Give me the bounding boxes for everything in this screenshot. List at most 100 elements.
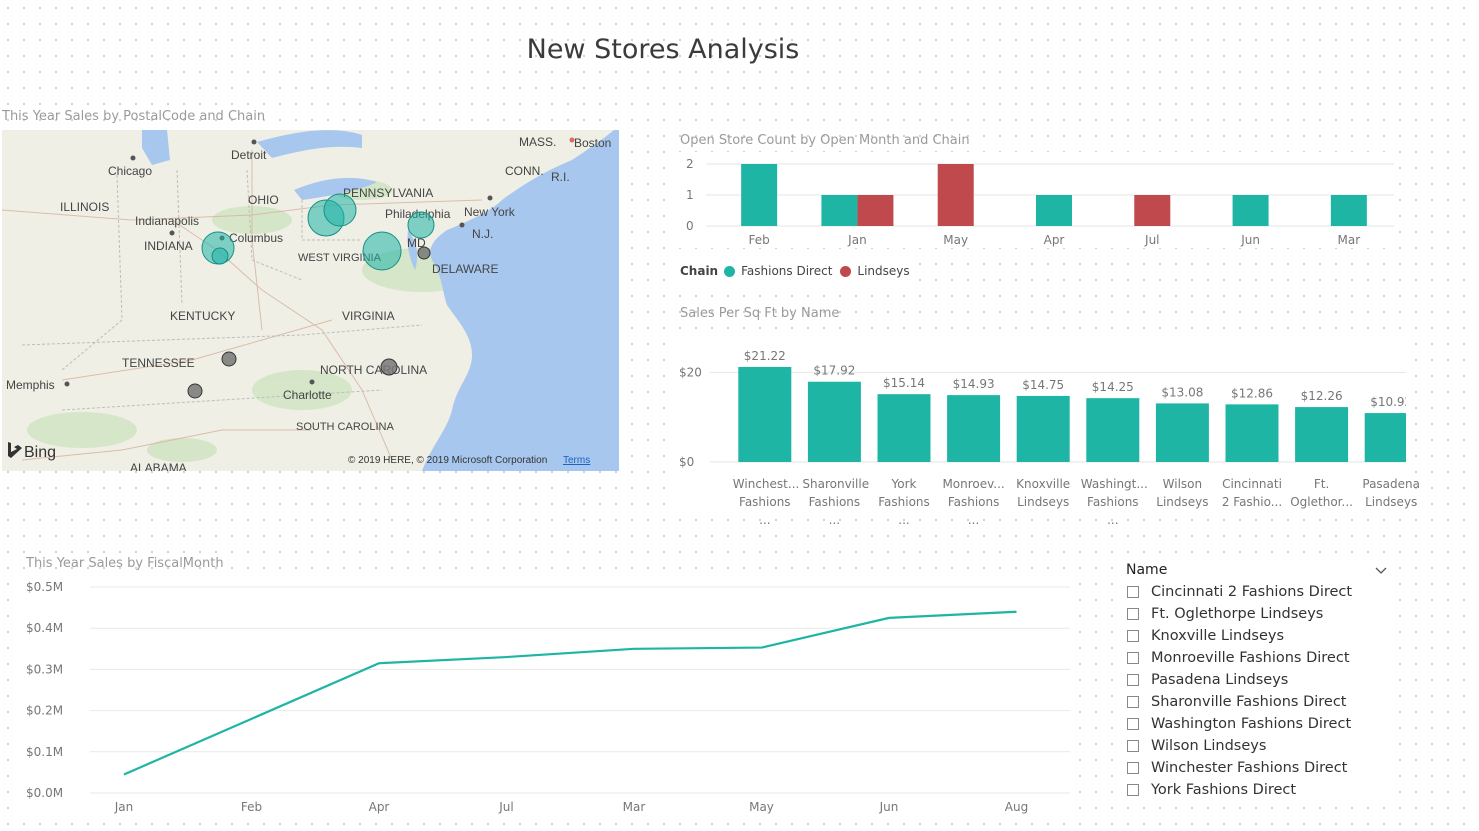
slicer-item-label: Washington Fashions Direct [1151, 716, 1352, 732]
sales-line[interactable] [123, 610, 1017, 776]
slicer-item[interactable]: Cincinnati 2 Fashions Direct [1127, 581, 1352, 603]
data-label: $21.22 [744, 349, 786, 363]
x-tick-label: Aug [1005, 800, 1028, 814]
data-label: $10.92 [1370, 395, 1406, 409]
legend-item-fashions-direct[interactable]: Fashions Direct [741, 264, 833, 278]
map-visual[interactable]: Detroit Chicago OHIO PENNSYLVANIA ILLINO… [2, 130, 619, 471]
slicer-checkbox[interactable] [1127, 586, 1139, 598]
bar[interactable] [1134, 195, 1171, 226]
map-terms-link[interactable]: Terms [563, 455, 590, 466]
bar[interactable] [1232, 195, 1269, 226]
slicer-item[interactable]: Knoxville Lindseys [1127, 625, 1352, 647]
map-copyright: © 2019 HERE, © 2019 Microsoft Corporatio… [348, 455, 547, 466]
slicer-checkbox[interactable] [1127, 740, 1139, 752]
map-bubble [221, 351, 237, 367]
line-point[interactable] [504, 654, 510, 660]
map-bubble [362, 231, 402, 271]
map-label: INDIANA [144, 239, 193, 253]
slicer-item-label: Knoxville Lindseys [1151, 628, 1285, 644]
bar[interactable] [877, 394, 931, 462]
bar[interactable] [1016, 395, 1070, 462]
bar[interactable] [947, 395, 1001, 462]
slicer-checkbox[interactable] [1127, 696, 1139, 708]
map-label: ALABAMA [130, 461, 187, 471]
slicer-checkbox[interactable] [1127, 630, 1139, 642]
slicer-item[interactable]: Pasadena Lindseys [1127, 669, 1352, 691]
y-tick-label: $20 [679, 365, 702, 379]
slicer-item-label: Pasadena Lindseys [1151, 672, 1289, 688]
map-canvas[interactable]: Detroit Chicago OHIO PENNSYLVANIA ILLINO… [2, 130, 619, 471]
map-bubble [407, 211, 435, 239]
open-store-chart[interactable]: 0 1 2 Feb Jan May Apr Jul Jun Mar [676, 152, 1398, 248]
x-tick-label: Feb [749, 233, 770, 247]
bar[interactable] [857, 195, 894, 226]
line-point[interactable] [1014, 609, 1020, 615]
bar[interactable] [821, 195, 858, 226]
map-label: R.I. [551, 170, 570, 184]
bar[interactable] [1225, 404, 1279, 462]
map-label: OHIO [248, 193, 279, 207]
x-tick-label: Jul [498, 800, 513, 814]
map-label: TENNESSEE [122, 356, 195, 370]
x-tick-label-line: Sharonville [802, 477, 870, 491]
bar[interactable] [1364, 413, 1418, 462]
line-point[interactable] [886, 615, 892, 621]
bar[interactable] [937, 164, 974, 226]
slicer-item[interactable]: Wilson Lindseys [1127, 735, 1352, 757]
slicer-item[interactable]: Ft. Oglethorpe Lindseys [1127, 603, 1352, 625]
bar[interactable] [1295, 407, 1349, 462]
x-tick-label-line: Monroev... [942, 477, 1005, 491]
slicer-checkbox[interactable] [1127, 608, 1139, 620]
slicer-item-label: Winchester Fashions Direct [1151, 760, 1348, 776]
x-tick-label: May [943, 233, 968, 247]
x-tick-label: Pasadena Lindseys [1359, 475, 1423, 511]
name-slicer[interactable]: Name Cincinnati 2 Fashions Direct Ft. Ogl… [1118, 556, 1398, 806]
x-tick-label-line: Pasadena [1362, 477, 1420, 491]
slicer-item[interactable]: Washington Fashions Direct [1127, 713, 1352, 735]
y-tick-label: $0.2M [26, 704, 63, 718]
line-point[interactable] [631, 646, 637, 652]
y-tick-label: 1 [686, 188, 694, 202]
slicer-checkbox[interactable] [1127, 784, 1139, 796]
slicer-item[interactable]: Sharonville Fashions Direct [1127, 691, 1352, 713]
slicer-item-label: Monroeville Fashions Direct [1151, 650, 1350, 666]
slicer-item[interactable]: Monroeville Fashions Direct [1127, 647, 1352, 669]
slicer-item[interactable]: York Fashions Direct [1127, 779, 1352, 801]
y-tick-label: $0.0M [26, 786, 63, 800]
data-label: $12.86 [1231, 386, 1273, 400]
bar[interactable] [1155, 403, 1209, 462]
slicer-checkbox[interactable] [1127, 718, 1139, 730]
data-label: $14.93 [953, 377, 995, 391]
bar[interactable] [1086, 398, 1140, 462]
slicer-header: Name [1126, 562, 1168, 578]
map-label: VIRGINIA [342, 309, 395, 323]
line-chart-svg[interactable]: $0.0M $0.1M $0.2M $0.3M $0.4M $0.5M Jan Feb Apr J… [20, 575, 1078, 820]
line-point[interactable] [759, 645, 765, 651]
sales-sqft-chart-svg[interactable]: $0 $20 $21.22 $17.92 $15.14 $14.93 $14.75 $14.2… [676, 340, 1418, 470]
line-point[interactable] [121, 771, 127, 777]
map-label: SOUTH CAROLINA [296, 421, 394, 433]
line-point[interactable] [249, 716, 255, 722]
slicer-item[interactable]: Winchester Fashions Direct [1127, 757, 1352, 779]
map-label: DELAWARE [432, 262, 498, 276]
slicer-checkbox[interactable] [1127, 762, 1139, 774]
map-label: Chicago [108, 164, 152, 178]
bar[interactable] [1036, 195, 1072, 226]
open-store-chart-svg[interactable]: 0 1 2 Feb Jan May Apr Jul Jun Mar [676, 152, 1398, 248]
bar[interactable] [1330, 195, 1367, 226]
slicer-checkbox[interactable] [1127, 652, 1139, 664]
map-label: ILLINOIS [60, 200, 109, 214]
legend-item-lindseys[interactable]: Lindseys [857, 264, 910, 278]
line-point[interactable] [376, 660, 382, 666]
legend-title: Chain [680, 264, 719, 278]
bar[interactable] [807, 381, 861, 462]
chevron-down-icon[interactable] [1374, 563, 1388, 577]
y-tick-label: $0 [679, 455, 694, 469]
bar[interactable] [741, 164, 778, 226]
bar[interactable] [738, 366, 792, 462]
line-chart[interactable]: $0.0M $0.1M $0.2M $0.3M $0.4M $0.5M Jan Feb Apr J… [20, 575, 1078, 820]
x-tick-label: Wilson Lindseys [1150, 475, 1214, 511]
slicer-checkbox[interactable] [1127, 674, 1139, 686]
sales-sqft-chart[interactable]: $0 $20 $21.22 $17.92 $15.14 $14.93 $14.75 $14.2… [676, 340, 1420, 527]
x-tick-label: Sharonville Fashions ... [802, 475, 870, 529]
